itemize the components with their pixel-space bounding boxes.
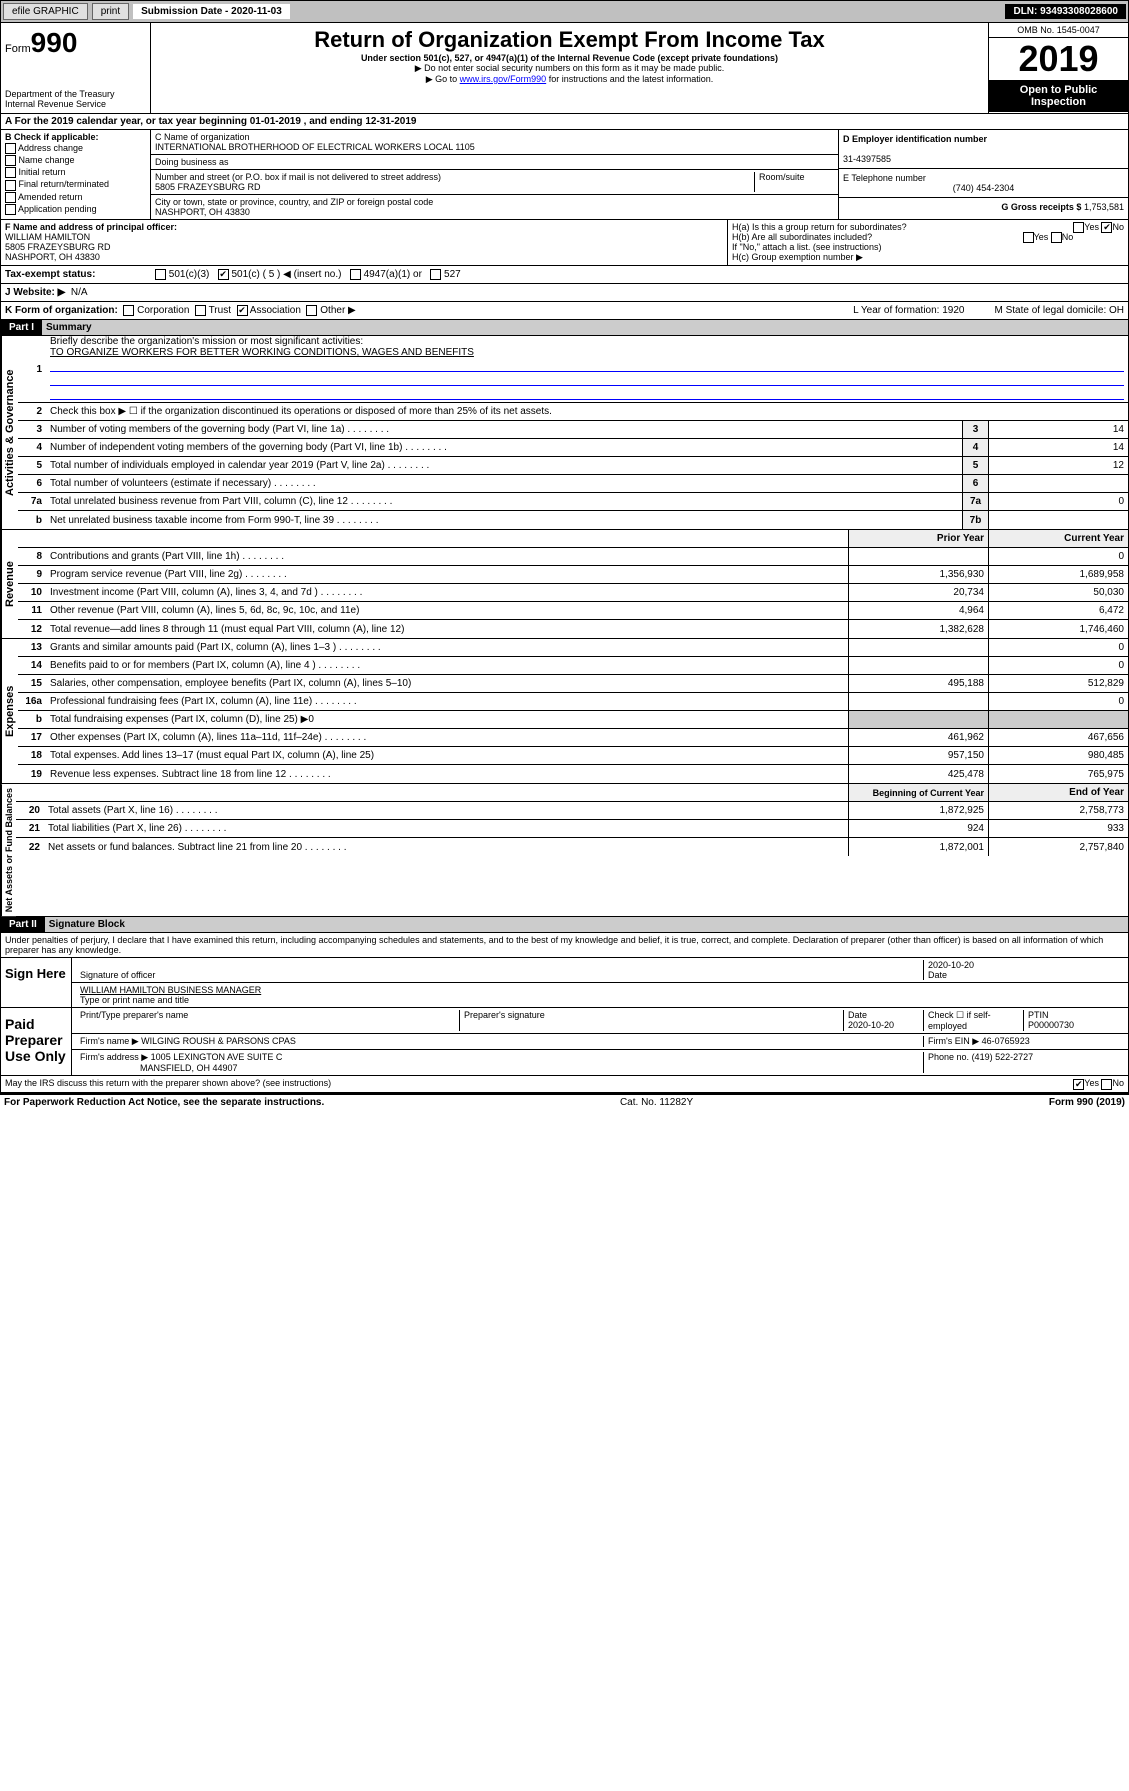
org-city: NASHPORT, OH 43830 [155,207,834,217]
org-address: 5805 FRAZEYSBURG RD [155,182,754,192]
ein-label: D Employer identification number [843,134,987,144]
org-name: INTERNATIONAL BROTHERHOOD OF ELECTRICAL … [155,142,834,152]
dln-number: DLN: 93493308028600 [1005,4,1126,19]
form-subtitle: Under section 501(c), 527, or 4947(a)(1)… [155,53,984,63]
paid-preparer-block: Paid Preparer Use Only Print/Type prepar… [0,1008,1129,1076]
website-row: J Website: ▶ N/A [0,284,1129,302]
check-final[interactable]: Final return/terminated [5,179,146,190]
print-button[interactable]: print [92,3,129,20]
gross-label: G Gross receipts $ [1001,202,1081,212]
addr-label: Number and street (or P.O. box if mail i… [155,172,754,182]
submission-date: Submission Date - 2020-11-03 [133,4,290,19]
tax-status-row: Tax-exempt status: 501(c)(3) 501(c) ( 5 … [0,266,1129,284]
box-b-title: B Check if applicable: [5,132,99,142]
section-governance: Activities & Governance 1Briefly describ… [0,336,1129,530]
org-form-row: K Form of organization: Corporation Trus… [0,302,1129,320]
room-label: Room/suite [754,172,834,192]
omb-number: OMB No. 1545-0047 [989,23,1128,38]
side-revenue: Revenue [1,530,18,638]
check-amended[interactable]: Amended return [5,192,146,203]
row-a-tax-year: A For the 2019 calendar year, or tax yea… [0,114,1129,130]
paid-preparer-label: Paid Preparer Use Only [1,1008,71,1075]
perjury-text: Under penalties of perjury, I declare th… [0,933,1129,958]
state-domicile: M State of legal domicile: OH [995,305,1125,316]
officer-name: WILLIAM HAMILTON [5,232,90,242]
city-label: City or town, state or province, country… [155,197,834,207]
discuss-row: May the IRS discuss this return with the… [0,1076,1129,1092]
form-header: Form990 Department of the Treasury Inter… [0,23,1129,114]
form-number: Form990 [5,27,146,59]
efile-button[interactable]: efile GRAPHIC [3,3,88,20]
hc-label: H(c) Group exemption number ▶ [732,252,1124,263]
mission-text: TO ORGANIZE WORKERS FOR BETTER WORKING C… [50,347,474,358]
org-name-label: C Name of organization [155,132,834,142]
officer-label: F Name and address of principal officer: [5,222,177,232]
officer-addr: 5805 FRAZEYSBURG RD NASHPORT, OH 43830 [5,242,111,262]
top-toolbar: efile GRAPHIC print Submission Date - 20… [0,0,1129,23]
side-net-assets: Net Assets or Fund Balances [1,784,16,916]
hb-label: H(b) Are all subordinates included? [732,232,872,242]
phone-label: E Telephone number [843,173,1124,183]
signature-block: Sign Here Signature of officer 2020-10-2… [0,958,1129,1008]
note-ssn: ▶ Do not enter social security numbers o… [155,63,984,74]
check-initial[interactable]: Initial return [5,167,146,178]
section-revenue: Revenue Prior YearCurrent Year 8Contribu… [0,530,1129,639]
side-expenses: Expenses [1,639,18,783]
officer-group-row: F Name and address of principal officer:… [0,220,1129,266]
year-formation: L Year of formation: 1920 [853,305,964,316]
ein-value: 31-4397585 [843,154,891,164]
dba-label: Doing business as [151,155,838,170]
note-link: ▶ Go to www.irs.gov/Form990 for instruct… [155,74,984,85]
form-title: Return of Organization Exempt From Incom… [155,27,984,53]
tax-year: 2019 [989,38,1128,80]
check-pending[interactable]: Application pending [5,204,146,215]
part2-header: Part II Signature Block [0,917,1129,933]
check-address[interactable]: Address change [5,143,146,154]
instructions-link[interactable]: www.irs.gov/Form990 [460,74,547,84]
sign-here-label: Sign Here [1,958,71,1007]
section-net-assets: Net Assets or Fund Balances Beginning of… [0,784,1129,917]
check-name[interactable]: Name change [5,155,146,166]
open-inspection: Open to Public Inspection [989,80,1128,112]
side-governance: Activities & Governance [1,336,18,529]
entity-info-grid: B Check if applicable: Address change Na… [0,130,1129,220]
gross-value: 1,753,581 [1084,202,1124,212]
hb-note: If "No," attach a list. (see instruction… [732,242,1124,252]
part1-header: Part I Summary [0,320,1129,336]
phone-value: (740) 454-2304 [843,183,1124,193]
section-expenses: Expenses 13Grants and similar amounts pa… [0,639,1129,784]
page-footer: For Paperwork Reduction Act Notice, see … [0,1093,1129,1110]
ha-label: H(a) Is this a group return for subordin… [732,222,907,232]
dept-label: Department of the Treasury Internal Reve… [5,89,146,109]
